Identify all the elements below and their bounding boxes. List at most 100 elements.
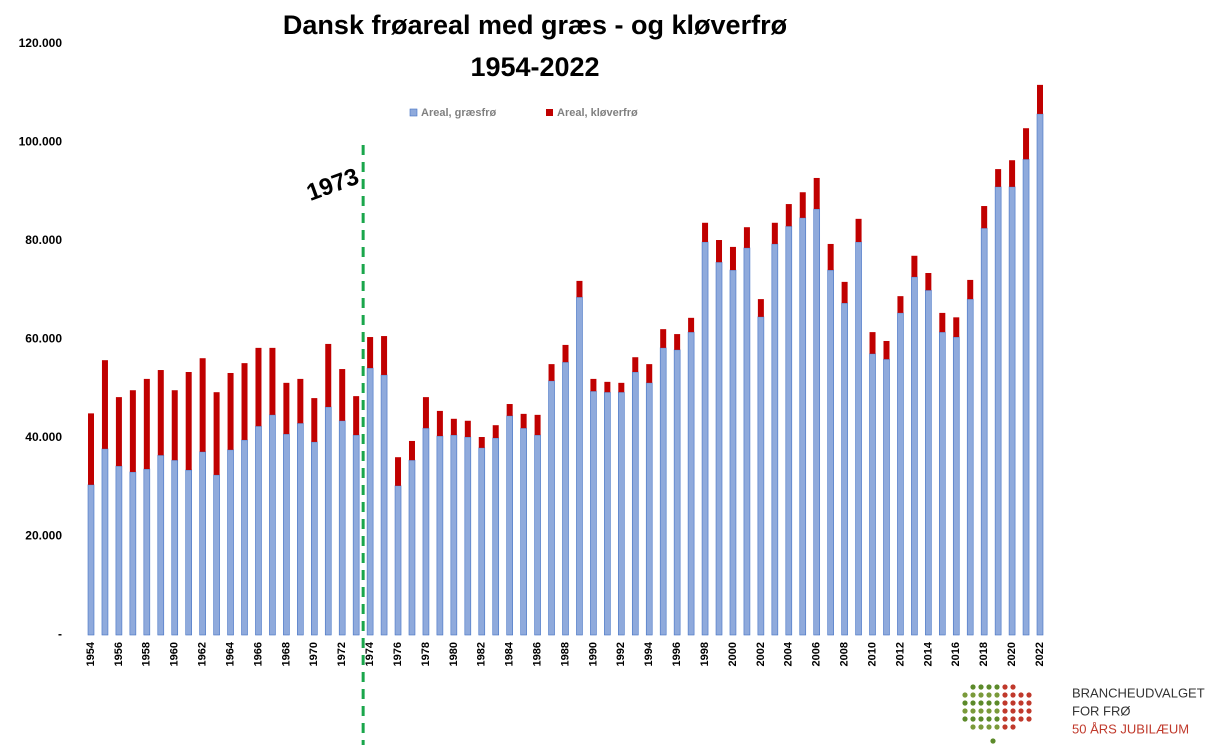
logo-dot bbox=[978, 708, 984, 714]
legend-swatch bbox=[409, 108, 418, 117]
bar-segment bbox=[395, 457, 402, 486]
bar-segment bbox=[311, 398, 318, 442]
logo-dot bbox=[978, 692, 984, 698]
logo-dot bbox=[986, 716, 992, 722]
bar-segment bbox=[827, 243, 834, 271]
logo-dot bbox=[1002, 692, 1008, 698]
bar-segment bbox=[548, 380, 555, 636]
bar-segment bbox=[785, 225, 793, 636]
logo-dot bbox=[1010, 700, 1016, 706]
bar-segment bbox=[478, 447, 486, 636]
bar-segment bbox=[897, 312, 904, 636]
logo-dot bbox=[994, 684, 1000, 690]
x-tick-label: 1994 bbox=[643, 641, 655, 666]
bar-segment bbox=[646, 364, 653, 383]
bar-segment bbox=[757, 316, 765, 636]
bar-segment bbox=[450, 418, 457, 436]
bar-segment bbox=[352, 434, 360, 636]
bar-segment bbox=[953, 317, 960, 338]
bar-segment bbox=[632, 357, 639, 373]
bar-segment bbox=[422, 397, 429, 429]
bar-segment bbox=[213, 474, 220, 636]
x-tick-label: 1984 bbox=[504, 641, 516, 666]
bar-segment bbox=[771, 222, 778, 244]
bar-segment bbox=[241, 363, 248, 440]
bar-segment bbox=[227, 372, 234, 450]
bar-segment bbox=[88, 413, 94, 485]
chart-subtitle: 1954-2022 bbox=[470, 52, 599, 82]
bar-segment bbox=[171, 390, 178, 461]
bar-segment bbox=[939, 331, 946, 636]
bar-segment bbox=[283, 433, 290, 636]
bar-segment bbox=[855, 218, 862, 242]
logo-dot bbox=[970, 724, 976, 730]
bar-segment bbox=[450, 434, 458, 636]
bar-segment bbox=[101, 360, 108, 449]
bar-segment bbox=[227, 449, 234, 636]
bar-segment bbox=[869, 353, 876, 636]
bar-segment bbox=[995, 169, 1002, 187]
bar-segment bbox=[618, 382, 625, 393]
bar-segment bbox=[785, 204, 792, 227]
bar-segment bbox=[674, 334, 681, 350]
x-tick-label: 1964 bbox=[224, 641, 236, 666]
bar-segment bbox=[576, 280, 583, 298]
bar-segment bbox=[325, 343, 332, 407]
bar-segment bbox=[143, 468, 151, 636]
bar-segment bbox=[548, 364, 555, 381]
legend-label: Areal, græsfrø bbox=[421, 107, 496, 119]
bar-segment bbox=[841, 281, 848, 304]
bar-segment bbox=[701, 241, 709, 636]
bar-segment bbox=[408, 459, 416, 636]
bar-segment bbox=[408, 440, 415, 461]
logo-dot bbox=[1010, 692, 1016, 698]
bar-segment bbox=[897, 296, 904, 313]
bar-segment bbox=[1023, 128, 1030, 160]
x-tick-label: 1972 bbox=[336, 642, 348, 666]
y-tick-label: 60.000 bbox=[25, 332, 62, 346]
bar-segment bbox=[743, 227, 750, 248]
y-tick-label: 100.000 bbox=[19, 135, 63, 149]
logo-text: FOR FRØ bbox=[1072, 703, 1131, 718]
bar-segment bbox=[911, 255, 918, 277]
logo-dot bbox=[1002, 684, 1008, 690]
logo-dot bbox=[1010, 716, 1016, 722]
bar-segment bbox=[171, 459, 179, 636]
bar-segment bbox=[492, 437, 500, 636]
bar-segment bbox=[659, 347, 667, 636]
logo-dot bbox=[1002, 724, 1008, 730]
x-tick-label: 1968 bbox=[280, 642, 292, 666]
bar-segment bbox=[925, 273, 932, 291]
bar-segment bbox=[645, 382, 653, 636]
bar-segment bbox=[980, 227, 988, 636]
x-tick-label: 1998 bbox=[699, 642, 711, 666]
bar-segment bbox=[506, 415, 513, 636]
chart-title: Dansk frøareal med græs - og kløverfrø bbox=[283, 10, 788, 40]
x-tick-label: 2002 bbox=[755, 642, 767, 666]
bar-segment bbox=[213, 392, 220, 475]
bar-segment bbox=[687, 331, 695, 636]
logo-dot bbox=[970, 716, 976, 722]
logo-dot bbox=[1026, 716, 1032, 722]
bar-segment bbox=[590, 390, 597, 636]
bar-segment bbox=[883, 340, 890, 360]
logo-dot bbox=[994, 716, 1000, 722]
bar-segment bbox=[869, 332, 876, 354]
bar-segment bbox=[743, 247, 751, 636]
annotation: 1973 bbox=[303, 163, 362, 207]
bar-segment bbox=[283, 382, 290, 435]
bar-segment bbox=[939, 312, 946, 333]
x-tick-label: 2018 bbox=[978, 642, 990, 666]
logo-dot bbox=[994, 692, 1000, 698]
bar-segment bbox=[520, 427, 527, 636]
logo-dot bbox=[1010, 724, 1016, 730]
bar-segment bbox=[255, 347, 262, 427]
x-tick-label: 1986 bbox=[531, 642, 543, 666]
bar-segment bbox=[464, 436, 472, 636]
x-tick-label: 1988 bbox=[559, 642, 571, 666]
bar-segment bbox=[199, 358, 206, 452]
bar-segment bbox=[101, 448, 109, 636]
logo-dot bbox=[970, 692, 976, 698]
bar-segment bbox=[1008, 186, 1016, 636]
